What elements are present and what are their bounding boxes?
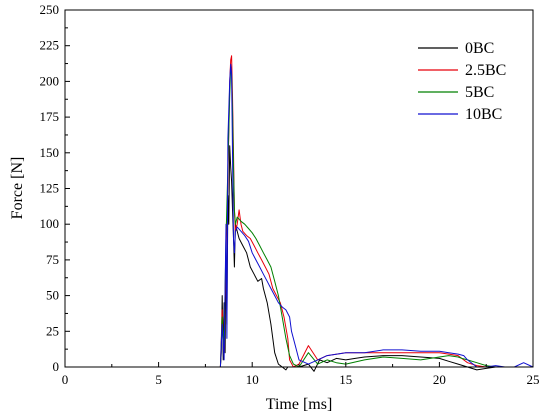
series-line-0bc: [65, 145, 533, 372]
x-tick-label: 10: [246, 372, 259, 387]
y-tick-label: 0: [53, 359, 60, 374]
y-tick-label: 25: [46, 323, 59, 338]
series-line-2-5bc: [65, 55, 533, 368]
x-axis-ticks: 0 5 10 15 20 25: [62, 362, 540, 387]
x-axis-title: Time [ms]: [266, 396, 333, 413]
y-axis-title: Force [N]: [9, 157, 26, 220]
x-tick-label: 5: [155, 372, 162, 387]
y-axis-ticks: 0 25 50 75 100 125 150 175 200 225 250: [40, 2, 70, 374]
plot-series: [65, 55, 534, 372]
x-tick-label: 25: [527, 372, 540, 387]
x-tick-label: 20: [433, 372, 446, 387]
y-tick-label: 225: [40, 38, 60, 53]
y-tick-label: 75: [46, 252, 59, 267]
legend-label: 5BC: [465, 84, 494, 101]
legend-label: 2.5BC: [465, 62, 506, 79]
x-tick-label: 0: [62, 372, 69, 387]
legend: 0BC 2.5BC 5BC 10BC: [418, 40, 506, 123]
legend-label: 0BC: [465, 40, 494, 57]
x-tick-label: 15: [339, 372, 352, 387]
y-tick-label: 50: [46, 288, 59, 303]
series-line-5bc: [65, 66, 533, 368]
y-tick-label: 125: [40, 181, 60, 196]
y-tick-label: 175: [40, 109, 60, 124]
legend-label: 10BC: [465, 106, 502, 123]
y-tick-label: 200: [40, 73, 60, 88]
y-tick-label: 150: [40, 145, 60, 160]
series-line-10bc: [65, 63, 534, 368]
plot-frame: [64, 9, 534, 368]
y-tick-label: 100: [40, 216, 60, 231]
y-tick-label: 250: [40, 2, 60, 17]
